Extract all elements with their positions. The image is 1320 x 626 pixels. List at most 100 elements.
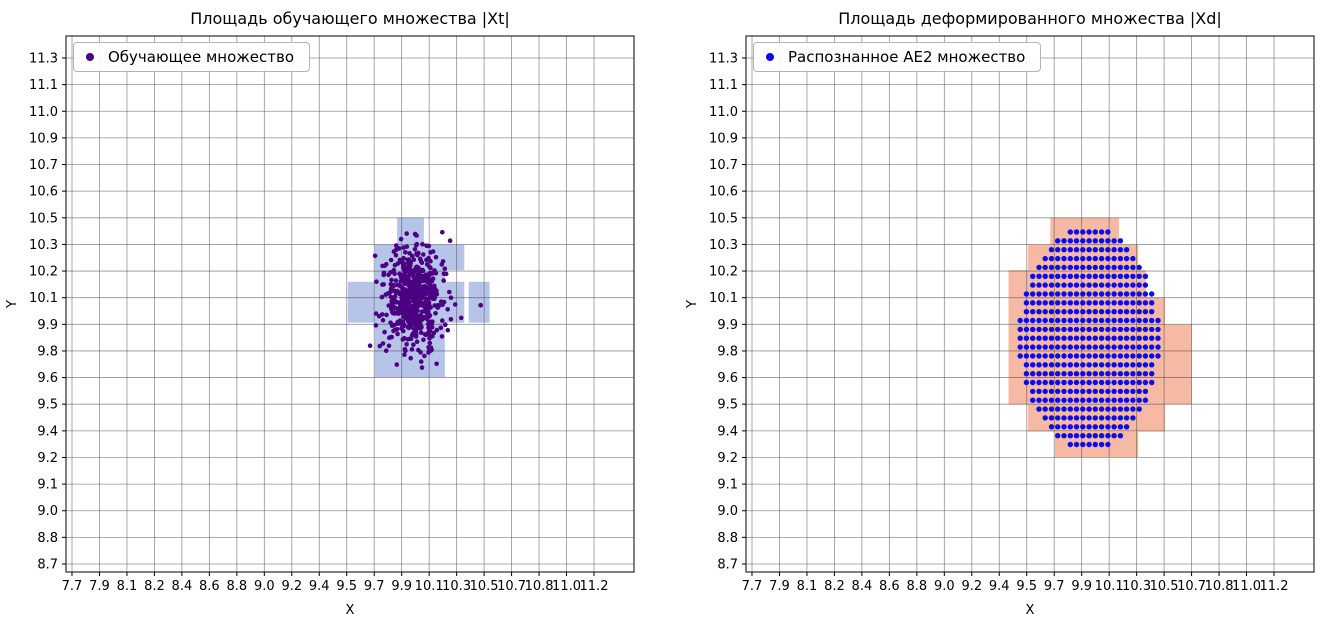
svg-text:9.0: 9.0 [37, 504, 58, 519]
deformed-legend-marker-icon [766, 53, 774, 61]
svg-text:10.5: 10.5 [709, 211, 738, 226]
svg-text:10.7: 10.7 [709, 158, 738, 173]
training-legend-label: Обучающее множество [108, 48, 295, 66]
svg-text:9.6: 9.6 [717, 371, 738, 386]
svg-text:8.6: 8.6 [199, 579, 220, 594]
svg-text:9.5: 9.5 [1016, 579, 1037, 594]
svg-text:8.8: 8.8 [906, 579, 927, 594]
svg-text:9.0: 9.0 [717, 504, 738, 519]
svg-text:9.2: 9.2 [281, 579, 302, 594]
svg-text:8.6: 8.6 [879, 579, 900, 594]
tick-marks [742, 57, 1275, 576]
svg-text:10.8: 10.8 [1205, 579, 1234, 594]
svg-text:7.9: 7.9 [769, 579, 790, 594]
svg-text:10.3: 10.3 [442, 579, 471, 594]
svg-text:10.2: 10.2 [29, 265, 58, 280]
svg-text:9.0: 9.0 [934, 579, 955, 594]
svg-text:10.9: 10.9 [29, 131, 58, 146]
svg-text:9.2: 9.2 [717, 451, 738, 466]
training-plot-area: 7.7 7.9 8.1 8.2 8.4 8.6 8.8 9.0 9.2 9.4 9.5 9.7 9.9 1… [5, 35, 635, 618]
svg-text:8.7: 8.7 [717, 558, 738, 573]
svg-text:11.1: 11.1 [29, 78, 58, 93]
svg-text:8.1: 8.1 [117, 579, 138, 594]
plot-border [65, 35, 635, 573]
x-axis-label: X [346, 603, 355, 618]
svg-text:10.1: 10.1 [1095, 579, 1124, 594]
svg-text:11.0: 11.0 [709, 105, 738, 120]
svg-text:11.3: 11.3 [29, 52, 58, 67]
svg-text:9.4: 9.4 [309, 579, 330, 594]
x-axis-label: X [1026, 603, 1035, 618]
svg-text:9.7: 9.7 [1044, 579, 1065, 594]
svg-text:10.1: 10.1 [29, 291, 58, 306]
deformed-plot-area: 7.7 7.9 8.1 8.2 8.4 8.6 8.8 9.0 9.2 9.4 9.5 9.7 9.9 1… [685, 35, 1315, 618]
svg-text:11.2: 11.2 [580, 579, 609, 594]
svg-text:11.0: 11.0 [29, 105, 58, 120]
svg-text:8.8: 8.8 [717, 531, 738, 546]
svg-text:9.2: 9.2 [961, 579, 982, 594]
svg-text:10.2: 10.2 [709, 265, 738, 280]
chart-panel-training: 7.7 7.9 8.1 8.2 8.4 8.6 8.8 9.0 9.2 9.4 9.5 9.7 9.9 1… [5, 9, 635, 618]
tick-labels: 7.7 7.9 8.1 8.2 8.4 8.6 8.8 9.0 9.2 9.4 9.5 9.7 9.9 1… [29, 52, 608, 595]
svg-text:11.3: 11.3 [709, 52, 738, 67]
svg-text:10.5: 10.5 [470, 579, 499, 594]
svg-text:10.7: 10.7 [29, 158, 58, 173]
svg-text:10.5: 10.5 [1150, 579, 1179, 594]
svg-text:9.5: 9.5 [717, 398, 738, 413]
svg-text:9.4: 9.4 [37, 424, 58, 439]
svg-text:9.2: 9.2 [37, 451, 58, 466]
svg-text:10.7: 10.7 [1177, 579, 1206, 594]
deformed-legend: Распознанное АЕ2 множество [753, 42, 1042, 72]
svg-text:10.3: 10.3 [709, 238, 738, 253]
svg-text:10.3: 10.3 [29, 238, 58, 253]
y-axis-label: Y [685, 300, 700, 309]
training-legend-marker-icon [86, 53, 94, 61]
svg-text:10.3: 10.3 [1122, 579, 1151, 594]
svg-text:9.8: 9.8 [717, 344, 738, 359]
svg-text:9.6: 9.6 [37, 371, 58, 386]
svg-text:8.4: 8.4 [852, 579, 873, 594]
svg-text:8.2: 8.2 [824, 579, 845, 594]
svg-text:10.5: 10.5 [29, 211, 58, 226]
svg-text:11.0: 11.0 [1232, 579, 1261, 594]
svg-text:10.1: 10.1 [415, 579, 444, 594]
svg-text:9.4: 9.4 [717, 424, 738, 439]
svg-text:9.9: 9.9 [37, 318, 58, 333]
svg-text:8.1: 8.1 [797, 579, 818, 594]
y-axis-label: Y [5, 300, 20, 309]
svg-text:9.5: 9.5 [336, 579, 357, 594]
svg-text:10.6: 10.6 [709, 185, 738, 200]
svg-text:8.8: 8.8 [37, 531, 58, 546]
svg-text:9.4: 9.4 [989, 579, 1010, 594]
svg-text:9.1: 9.1 [717, 478, 738, 493]
svg-text:8.2: 8.2 [144, 579, 165, 594]
svg-text:8.7: 8.7 [37, 558, 58, 573]
svg-text:10.8: 10.8 [525, 579, 554, 594]
deformed-chart-title: Площадь деформированного множества |Xd| [838, 9, 1222, 28]
tick-marks [62, 57, 595, 576]
svg-text:11.1: 11.1 [709, 78, 738, 93]
svg-text:10.6: 10.6 [29, 185, 58, 200]
scatter-points [367, 229, 484, 370]
tick-labels: 7.7 7.9 8.1 8.2 8.4 8.6 8.8 9.0 9.2 9.4 9.5 9.7 9.9 1… [709, 52, 1288, 595]
svg-text:10.1: 10.1 [709, 291, 738, 306]
chart-panel-deformed: 7.7 7.9 8.1 8.2 8.4 8.6 8.8 9.0 9.2 9.4 9.5 9.7 9.9 1… [660, 0, 1320, 626]
svg-text:11.0: 11.0 [552, 579, 581, 594]
svg-text:9.9: 9.9 [391, 579, 412, 594]
svg-text:9.9: 9.9 [717, 318, 738, 333]
svg-text:10.9: 10.9 [709, 131, 738, 146]
plot-border [745, 35, 1315, 573]
svg-text:8.8: 8.8 [226, 579, 247, 594]
svg-text:9.7: 9.7 [364, 579, 385, 594]
svg-text:10.7: 10.7 [497, 579, 526, 594]
deformed-legend-label: Распознанное АЕ2 множество [788, 48, 1026, 66]
svg-text:9.5: 9.5 [37, 398, 58, 413]
scatter-points [1017, 229, 1161, 448]
svg-text:8.4: 8.4 [172, 579, 193, 594]
svg-text:7.7: 7.7 [742, 579, 763, 594]
svg-text:11.2: 11.2 [1260, 579, 1289, 594]
svg-text:9.0: 9.0 [254, 579, 275, 594]
svg-text:9.9: 9.9 [1071, 579, 1092, 594]
svg-text:7.9: 7.9 [89, 579, 110, 594]
training-legend: Обучающее множество [73, 42, 311, 72]
